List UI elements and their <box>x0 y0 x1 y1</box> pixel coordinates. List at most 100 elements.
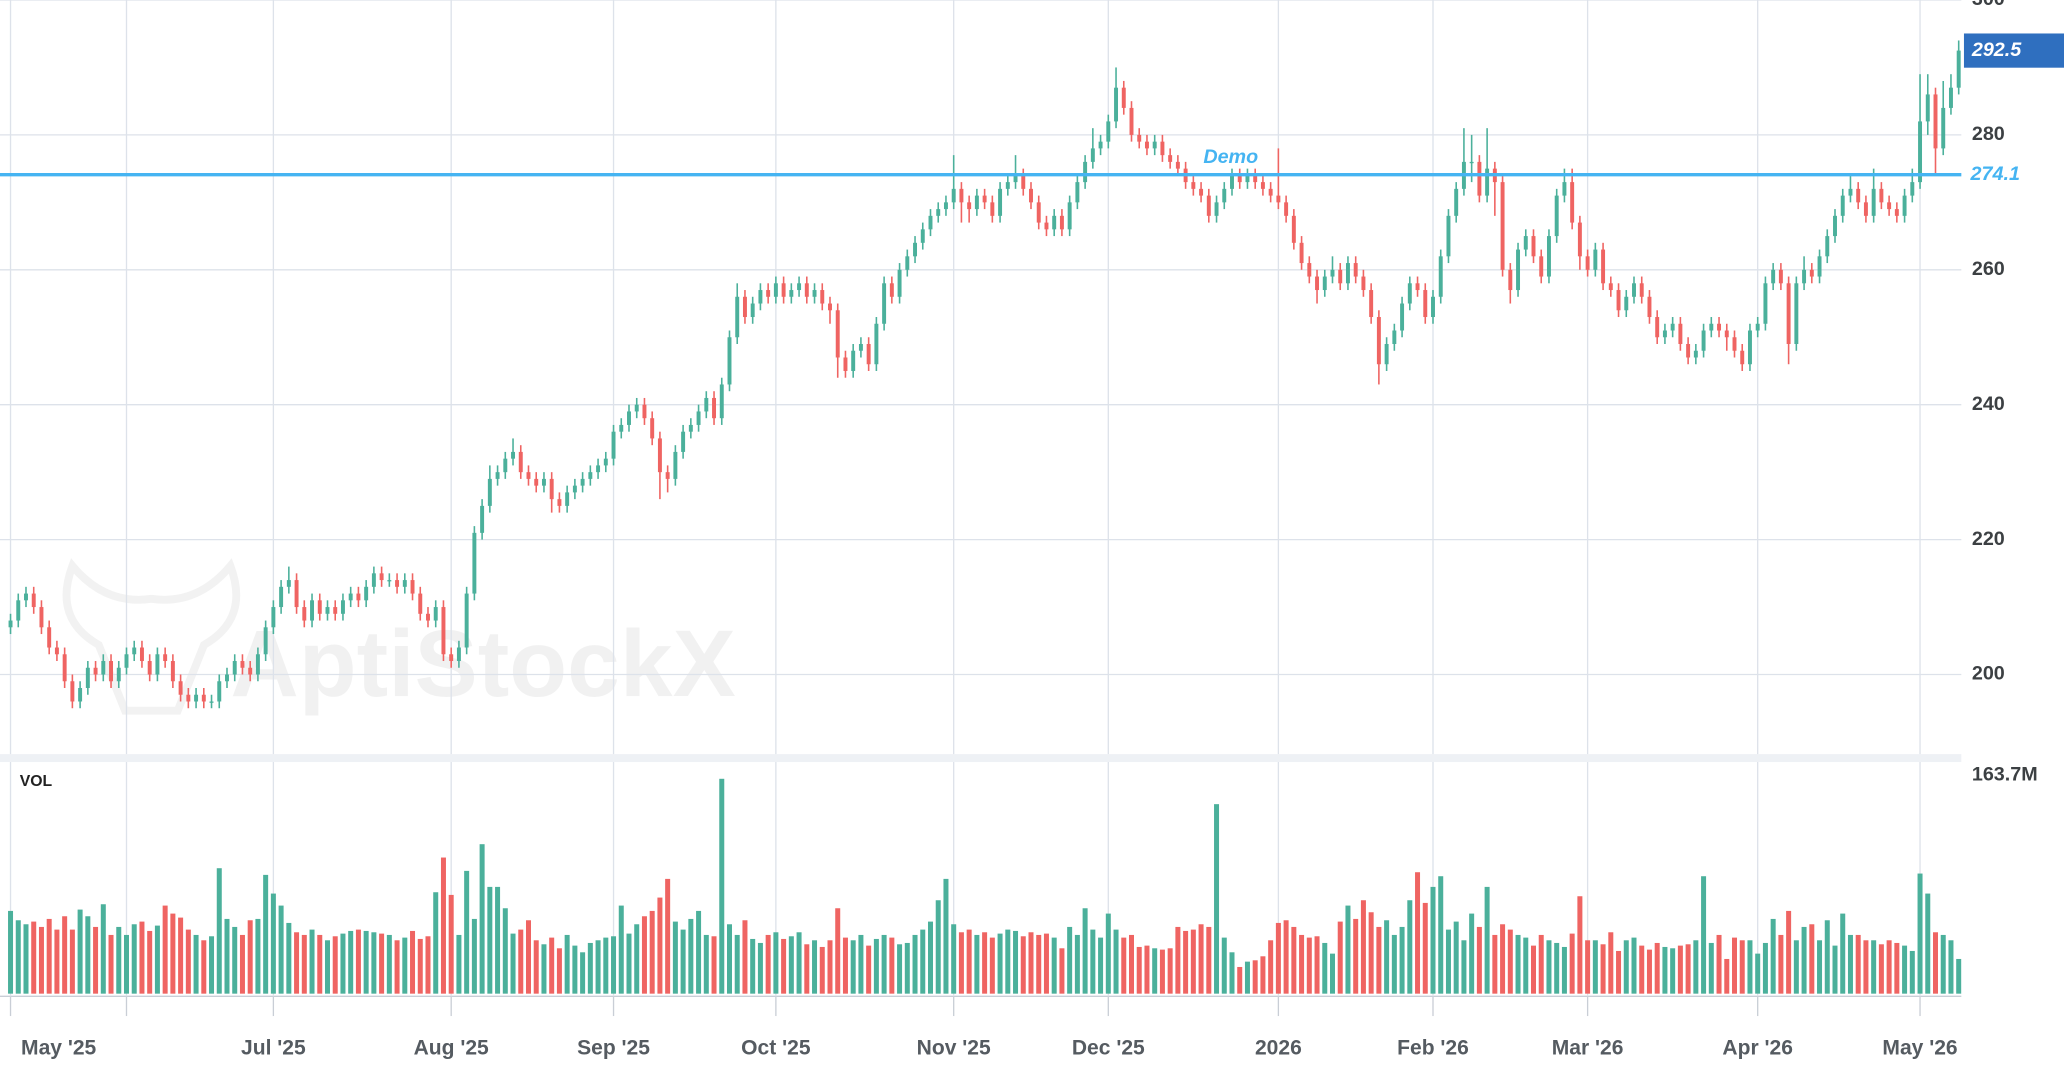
candle-body <box>1392 330 1397 344</box>
volume-bar <box>1214 804 1220 994</box>
volume-bar <box>100 904 106 994</box>
volume-bar <box>93 926 99 994</box>
volume-bar <box>1183 930 1189 994</box>
volume-bar <box>889 937 895 994</box>
candle-body <box>1508 269 1513 291</box>
candle-body <box>1608 283 1613 291</box>
candle-body <box>1717 323 1722 331</box>
volume-bar <box>1654 942 1660 994</box>
candle-body <box>163 654 168 662</box>
volume-bar <box>1701 876 1707 994</box>
x-tick-label: Apr '26 <box>1722 1037 1793 1060</box>
candle-body <box>657 438 662 473</box>
volume-bar <box>1430 886 1436 994</box>
candle-body <box>673 451 678 479</box>
volume-bar <box>495 886 501 994</box>
candle-body <box>1423 290 1428 318</box>
candle-body <box>974 195 979 210</box>
volume-bar <box>216 868 222 994</box>
volume-bar <box>966 929 972 994</box>
candle-body <box>998 188 1003 216</box>
candle-body <box>1330 269 1335 277</box>
volume-bar <box>1082 908 1088 994</box>
candle-body <box>511 451 516 459</box>
volume-bar <box>1809 924 1815 994</box>
volume-bar <box>286 922 292 994</box>
volume-bar <box>788 936 794 994</box>
candle-body <box>1693 350 1698 358</box>
x-tick-label: Oct '25 <box>741 1037 811 1060</box>
volume-bar <box>564 934 570 994</box>
volume-bar <box>1268 940 1274 994</box>
volume-bar <box>1917 873 1923 994</box>
candle-body <box>959 188 964 203</box>
candle-body <box>773 283 778 297</box>
candle-body <box>1400 303 1405 331</box>
candle-body <box>1763 283 1768 324</box>
volume-bar <box>1113 929 1119 994</box>
volume-bar <box>363 930 369 994</box>
volume-bar <box>1708 942 1714 994</box>
candle-body <box>1732 337 1737 351</box>
volume-bar <box>1005 929 1011 994</box>
candle-body <box>982 195 987 203</box>
volume-bar <box>394 940 400 994</box>
volume-bar <box>1090 929 1096 994</box>
candle-body <box>1856 188 1861 203</box>
candle-body <box>248 667 253 675</box>
candle-body <box>1755 323 1760 331</box>
volume-bar <box>1105 913 1111 994</box>
x-tick-label: Feb '26 <box>1397 1037 1469 1060</box>
candle-body <box>820 290 825 304</box>
candle-body <box>1299 242 1304 264</box>
candle-body <box>1191 182 1196 189</box>
candle-body <box>1902 195 1907 216</box>
candle-body <box>1523 236 1528 250</box>
volume-bar <box>904 942 910 994</box>
volume-bar <box>255 918 261 994</box>
candle-body <box>596 465 601 473</box>
volume-bar <box>1793 940 1799 994</box>
candle-body <box>279 586 284 608</box>
candle-body <box>294 580 299 608</box>
candle-body <box>572 485 577 493</box>
volume-bar <box>31 921 37 994</box>
candle-body <box>1376 317 1381 365</box>
candle-body <box>1871 188 1876 216</box>
candle-body <box>1469 161 1474 164</box>
volume-bar <box>587 942 593 994</box>
candle-body <box>1771 269 1776 284</box>
candle-body <box>209 701 214 703</box>
candle-body <box>688 424 693 432</box>
candle-body <box>1817 256 1822 277</box>
candle-body <box>1546 236 1551 277</box>
volume-bar <box>38 926 44 994</box>
candle-body <box>866 343 871 365</box>
volume-bar <box>1067 926 1073 994</box>
volume-bar <box>278 905 284 994</box>
candle-body <box>1678 323 1683 344</box>
candle-body <box>1431 296 1435 318</box>
candle-body <box>1144 141 1149 149</box>
candle-body <box>1199 188 1204 196</box>
volume-bar <box>688 918 694 994</box>
reference-line-label: Demo <box>1203 146 1258 168</box>
candle-body <box>178 681 183 695</box>
volume-bar <box>696 910 702 994</box>
volume-bar <box>1306 937 1312 994</box>
candle-body <box>750 303 755 318</box>
candle-body <box>333 607 338 614</box>
volume-bar <box>819 946 825 994</box>
candle-body <box>1230 175 1234 189</box>
volume-bar <box>232 926 238 994</box>
volume-bar <box>1863 940 1869 994</box>
candle-body <box>1531 236 1536 257</box>
volume-bar <box>580 952 586 994</box>
volume-bar <box>1685 944 1691 994</box>
volume-bar <box>1059 948 1065 994</box>
candle-body <box>1361 276 1366 291</box>
volume-bar <box>1693 940 1699 994</box>
volume-bar <box>525 920 531 994</box>
volume-bar <box>1646 949 1652 994</box>
